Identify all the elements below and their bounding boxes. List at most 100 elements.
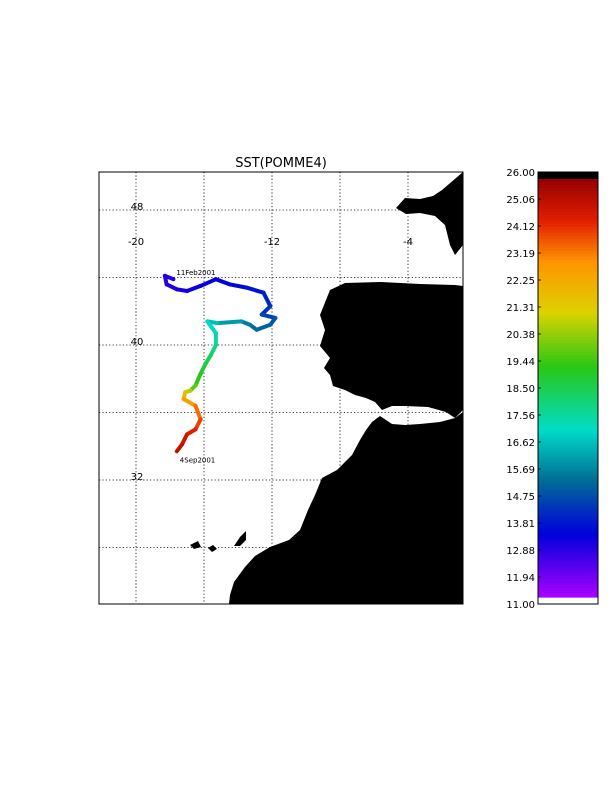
drifter-track — [162, 273, 278, 454]
colorbar-cell — [538, 474, 598, 479]
colorbar-cell — [538, 546, 598, 550]
colorbar-cell — [538, 247, 598, 252]
lat-tick-label: 40 — [131, 337, 144, 348]
colorbar-cell — [538, 504, 598, 509]
colorbar-cell — [538, 513, 598, 517]
colorbar-cell — [538, 390, 598, 395]
colorbar-tick-label: 23.19 — [506, 249, 535, 260]
colorbar-cell — [538, 585, 598, 589]
colorbar-cell — [538, 405, 598, 410]
colorbar: 26.00 25.06 24.12 23.19 22.25 21.31 20.38 19.44… — [506, 168, 599, 611]
colorbar-cell — [538, 376, 598, 380]
colorbar-cell — [538, 211, 598, 216]
colorbar-cell — [538, 253, 598, 258]
colorbar-cell — [538, 399, 598, 404]
track-segment — [193, 371, 203, 388]
colorbar-tick-label: 11.94 — [506, 573, 535, 584]
colorbar-tick-label: 18.50 — [506, 384, 535, 395]
colorbar-cell — [538, 510, 598, 514]
colorbar-cell — [538, 388, 598, 392]
colorbar-cell — [538, 241, 598, 246]
colorbar-cell — [538, 594, 598, 598]
colorbar-cell — [538, 346, 598, 350]
colorbar-cell — [538, 352, 598, 356]
colorbar-cell — [538, 534, 598, 538]
colorbar-cell — [538, 250, 598, 255]
colorbar-cell — [538, 340, 598, 344]
colorbar-cell — [538, 370, 598, 374]
colorbar-cell — [538, 235, 598, 240]
colorbar-cell — [538, 531, 598, 535]
colorbar-cell — [538, 441, 598, 446]
colorbar-cell — [538, 217, 598, 222]
colorbar-cell — [538, 193, 598, 198]
colorbar-cell — [538, 483, 598, 488]
colorbar-cell — [538, 561, 598, 565]
colorbar-cell — [538, 298, 598, 303]
lon-tick-label: -12 — [264, 237, 280, 248]
colorbar-cell — [538, 283, 598, 288]
colorbar-cell — [538, 313, 598, 317]
land-layer — [190, 172, 463, 604]
colorbar-cell — [538, 432, 598, 437]
colorbar-cell — [538, 259, 598, 264]
colorbar-cell — [538, 274, 598, 279]
colorbar-cell — [538, 256, 598, 261]
colorbar-cell — [538, 214, 598, 219]
colorbar-cell — [538, 328, 598, 332]
track-segment — [174, 442, 184, 454]
colorbar-cell — [538, 519, 598, 523]
colorbar-cell — [538, 396, 598, 401]
colorbar-cell — [538, 576, 598, 580]
land-france — [396, 172, 463, 255]
colorbar-cell — [538, 343, 598, 347]
colorbar-cell — [538, 588, 598, 592]
track-segment — [259, 312, 278, 320]
colorbar-cell — [538, 307, 598, 311]
colorbar-cell — [538, 543, 598, 547]
colorbar-tick-label: 16.62 — [506, 438, 535, 449]
colorbar-cell — [538, 402, 598, 407]
colorbar-tick-label: 26.00 — [506, 168, 535, 179]
colorbar-tick-label: 24.12 — [506, 222, 535, 233]
lat-tick-label: 32 — [131, 472, 144, 483]
colorbar-cell — [538, 450, 598, 455]
colorbar-cell — [538, 477, 598, 482]
colorbar-cell — [538, 522, 598, 526]
colorbar-cell — [538, 492, 598, 497]
colorbar-cell — [538, 208, 598, 213]
colorbar-cell — [538, 582, 598, 586]
colorbar-cell — [538, 444, 598, 449]
lat-tick-label: 48 — [131, 202, 144, 213]
colorbar-tick-labels: 26.00 25.06 24.12 23.19 22.25 21.31 20.38 19.44… — [506, 168, 541, 611]
land-canary-island-1 — [190, 541, 201, 549]
colorbar-cell — [538, 265, 598, 270]
colorbar-cell — [538, 190, 598, 195]
colorbar-cell — [538, 579, 598, 583]
land-canary-island-3 — [234, 531, 246, 546]
track-segment — [185, 283, 203, 293]
colorbar-cell — [538, 423, 598, 428]
colorbar-cell — [538, 495, 598, 500]
colorbar-cell — [538, 438, 598, 443]
colorbar-cell — [538, 349, 598, 353]
colorbar-cell — [538, 301, 598, 305]
colorbar-cell — [538, 364, 598, 368]
colorbar-cell — [538, 355, 598, 359]
track-segment — [244, 285, 266, 295]
colorbar-cell — [538, 447, 598, 452]
colorbar-tick-label: 20.38 — [506, 330, 535, 341]
colorbar-cell — [538, 199, 598, 204]
colorbar-cell — [538, 268, 598, 273]
colorbar-cell — [538, 232, 598, 237]
land-iberia — [320, 282, 463, 418]
colorbar-cell — [538, 358, 598, 362]
colorbar-tick-label: 15.69 — [506, 465, 535, 476]
colorbar-cell — [538, 459, 598, 464]
colorbar-cell — [538, 456, 598, 461]
colorbar-cell — [538, 498, 598, 503]
colorbar-cell — [538, 468, 598, 473]
colorbar-cell — [538, 289, 598, 294]
colorbar-cell — [538, 558, 598, 562]
